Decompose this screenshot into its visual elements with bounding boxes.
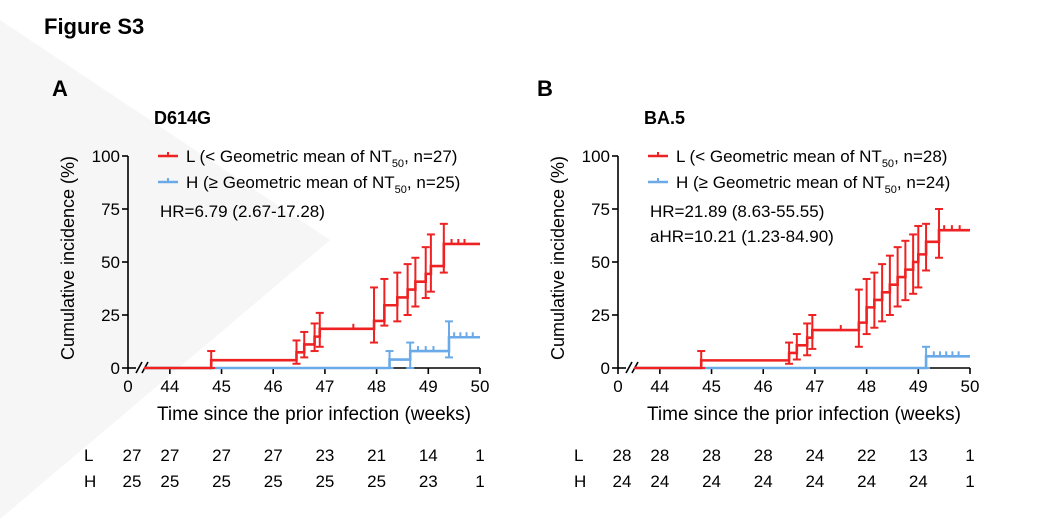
- risk-count: 24: [805, 472, 825, 491]
- risk-count: 13: [908, 446, 928, 465]
- series-line-H: [634, 355, 970, 370]
- risk-count: 27: [122, 446, 142, 465]
- risk-count: 27: [263, 446, 283, 465]
- risk-count: 24: [650, 472, 670, 491]
- legend-label-H: H (≥ Geometric mean of NT50, n=24): [676, 173, 950, 196]
- risk-count: 1: [965, 472, 975, 491]
- x-tick-label: 49: [909, 377, 928, 396]
- risk-count: 25: [122, 472, 142, 491]
- x-tick-label: 48: [857, 377, 876, 396]
- risk-count: 25: [367, 472, 387, 491]
- risk-row-label: L: [574, 446, 584, 465]
- x-tick-label: 44: [160, 377, 179, 396]
- x-tick-label: 0: [613, 377, 622, 396]
- y-axis-label: Cumulative incidence (%): [58, 156, 78, 360]
- panel-letter-a: A: [52, 76, 68, 101]
- risk-count: 24: [805, 446, 825, 465]
- series-line-L: [634, 228, 970, 370]
- legend-label-L: L (< Geometric mean of NT50, n=27): [186, 147, 457, 170]
- chart-title: BA.5: [644, 108, 685, 128]
- x-tick-label: 47: [315, 377, 334, 396]
- y-tick-label: 25: [101, 306, 120, 325]
- x-tick-label: 50: [961, 377, 980, 396]
- y-tick-label: 0: [601, 359, 610, 378]
- risk-count: 24: [702, 472, 721, 491]
- y-tick-label: 25: [591, 306, 610, 325]
- x-tick-label: 48: [367, 377, 386, 396]
- risk-count: 24: [612, 472, 632, 491]
- risk-count: 23: [315, 446, 335, 465]
- risk-count: 25: [160, 472, 180, 491]
- y-axis-label: Cumulative incidence (%): [548, 156, 568, 360]
- risk-count: 28: [753, 446, 773, 465]
- y-tick-label: 75: [591, 200, 610, 219]
- risk-count: 25: [212, 472, 231, 491]
- x-tick-label: 45: [702, 377, 721, 396]
- x-tick-label: 45: [212, 377, 231, 396]
- x-axis-label: Time since the prior infection (weeks): [647, 404, 961, 425]
- risk-count: 14: [418, 446, 438, 465]
- x-tick-label: 47: [805, 377, 824, 396]
- risk-count: 23: [418, 472, 438, 491]
- series-line-L: [144, 242, 480, 370]
- risk-count: 24: [857, 472, 877, 491]
- x-axis-label: Time since the prior infection (weeks): [157, 404, 471, 425]
- risk-count: 28: [702, 446, 721, 465]
- x-tick-label: 46: [264, 377, 283, 396]
- x-tick-label: 46: [754, 377, 773, 396]
- km-chart-d614g: D614G 0 25 50 75 100 Cumulative incidence (%) 0…: [58, 108, 490, 425]
- risk-count: 1: [475, 472, 485, 491]
- legend-label-H: H (≥ Geometric mean of NT50, n=25): [186, 173, 460, 196]
- y-tick-label: 0: [111, 359, 120, 378]
- risk-count: 27: [212, 446, 231, 465]
- series-line-H: [144, 335, 480, 370]
- risk-row-label: L: [84, 446, 94, 465]
- risk-count: 1: [965, 446, 975, 465]
- risk-table-d614g: L 27 27 27 27 23 21 14 1 H 25 25 25 25 25 25 23 1: [40, 446, 560, 506]
- risk-table-ba5: L 28 28 28 28 24 22 13 1 H 24 24 24 24 24 24 24 1: [530, 446, 1050, 506]
- hazard-ratio-annotation: HR=21.89 (8.63-55.55): [650, 202, 824, 221]
- risk-count: 22: [857, 446, 877, 465]
- y-tick-label: 100: [582, 147, 610, 166]
- risk-count: 1: [475, 446, 485, 465]
- risk-count: 28: [612, 446, 632, 465]
- x-tick-label: 44: [650, 377, 669, 396]
- legend-label-L: L (< Geometric mean of NT50, n=28): [676, 147, 947, 170]
- risk-count: 21: [367, 446, 387, 465]
- x-tick-label: 50: [471, 377, 490, 396]
- y-tick-label: 50: [101, 253, 120, 272]
- risk-count: 25: [263, 472, 283, 491]
- x-tick-label: 0: [123, 377, 132, 396]
- y-tick-label: 75: [101, 200, 120, 219]
- risk-count: 24: [753, 472, 773, 491]
- chart-title: D614G: [154, 108, 211, 128]
- figure-title: Figure S3: [44, 14, 145, 39]
- x-tick-label: 49: [419, 377, 438, 396]
- risk-count: 28: [650, 446, 670, 465]
- hazard-ratio-annotation: aHR=10.21 (1.23-84.90): [650, 227, 834, 246]
- y-tick-label: 100: [92, 147, 120, 166]
- risk-count: 27: [160, 446, 180, 465]
- risk-count: 25: [315, 472, 335, 491]
- y-tick-label: 50: [591, 253, 610, 272]
- km-chart-ba5: BA.5 0 25 50 75 100 Cumulative incidence (%) 0 4…: [548, 108, 980, 425]
- axis-break-mark: [625, 361, 633, 374]
- risk-row-label: H: [574, 472, 587, 491]
- hazard-ratio-annotation: HR=6.79 (2.67-17.28): [160, 202, 325, 221]
- risk-row-label: H: [84, 472, 97, 491]
- axis-break-mark: [135, 361, 143, 374]
- risk-count: 24: [908, 472, 928, 491]
- panel-letter-b: B: [537, 76, 553, 101]
